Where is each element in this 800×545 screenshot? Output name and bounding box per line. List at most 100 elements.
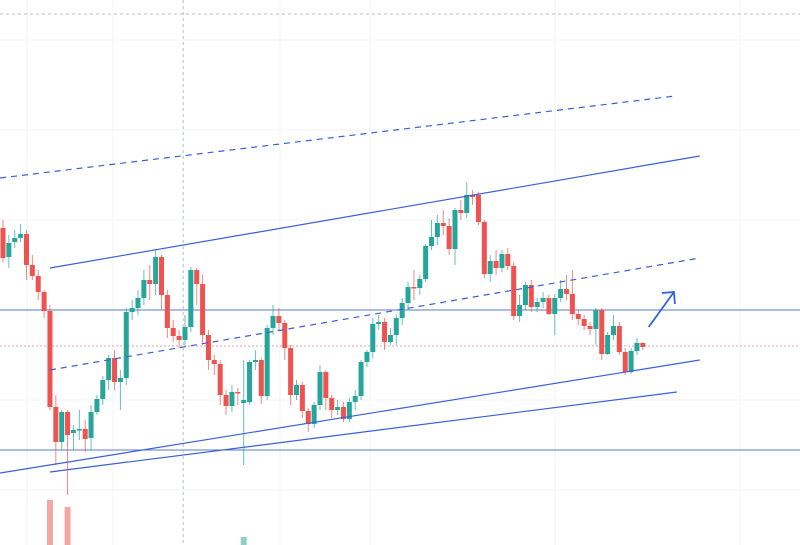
candle <box>358 360 364 400</box>
candle <box>569 270 575 320</box>
candle <box>164 290 170 338</box>
candle-body <box>358 362 364 396</box>
candle-body <box>464 195 470 213</box>
candle <box>329 395 335 418</box>
candle <box>276 308 282 330</box>
candle <box>340 402 346 422</box>
candle <box>106 355 112 390</box>
candle <box>387 328 393 345</box>
candle <box>417 275 423 295</box>
candle-body <box>499 254 505 268</box>
candle-body <box>382 322 388 342</box>
candle-body <box>247 362 253 402</box>
candle-body <box>429 237 435 246</box>
candle-body <box>446 226 452 249</box>
candle-body <box>634 343 640 351</box>
candle <box>605 332 611 355</box>
candle <box>53 395 59 465</box>
candle <box>18 224 24 242</box>
candle-body <box>387 335 393 342</box>
candle <box>182 315 188 345</box>
candle <box>65 410 71 495</box>
candle <box>423 244 429 282</box>
candle <box>117 370 123 410</box>
candle <box>528 280 534 312</box>
candle-body <box>540 298 546 302</box>
candle <box>558 280 564 302</box>
candle-body <box>59 412 65 442</box>
candle <box>282 320 288 360</box>
candle-body <box>393 318 399 335</box>
candle-body <box>76 429 82 431</box>
candle-body <box>29 265 35 276</box>
candle-body <box>235 392 241 394</box>
candle <box>217 360 223 405</box>
candle-body <box>352 396 358 402</box>
candle <box>640 342 646 350</box>
candle <box>634 338 640 355</box>
candle-body <box>252 360 258 362</box>
candle-body <box>311 405 317 424</box>
candle <box>35 270 41 300</box>
candle-body <box>517 305 523 316</box>
candle-body <box>241 400 247 403</box>
candle-body <box>622 352 628 372</box>
candle-body <box>493 261 499 268</box>
candle <box>475 192 481 225</box>
candle-body <box>182 327 188 340</box>
candle-body <box>323 372 329 398</box>
candle-body <box>364 352 370 362</box>
candle <box>147 265 153 300</box>
candle <box>364 350 370 367</box>
candle <box>599 308 605 360</box>
candle <box>587 322 593 335</box>
candle-body <box>558 289 564 298</box>
candle-body <box>176 336 182 340</box>
candle-body <box>423 246 429 279</box>
candle-body <box>528 285 534 307</box>
candle <box>628 348 634 374</box>
candle-body <box>405 287 411 303</box>
trendline <box>0 359 700 474</box>
candle-body <box>188 270 194 327</box>
candle <box>205 330 211 370</box>
candle-body <box>100 380 106 399</box>
candle <box>440 210 446 235</box>
candle <box>264 325 270 400</box>
candle-body <box>270 316 276 328</box>
candle-body <box>470 195 476 197</box>
candle <box>317 365 323 410</box>
candle-body <box>65 412 71 435</box>
volume-bars <box>46 500 247 545</box>
candle-body <box>129 308 135 312</box>
trendline <box>49 155 700 269</box>
candle <box>335 400 341 415</box>
candle-body <box>305 411 311 424</box>
candle-body <box>0 228 6 258</box>
candle <box>299 382 305 418</box>
trendline <box>0 95 676 179</box>
trendline-drawings[interactable] <box>0 95 700 474</box>
candle-body <box>123 312 129 378</box>
candle <box>288 345 294 405</box>
candle-body <box>370 324 376 352</box>
candle <box>610 315 616 340</box>
candle <box>593 308 599 345</box>
candle-body <box>610 326 616 335</box>
candle-body <box>593 310 599 329</box>
candle <box>446 218 452 255</box>
candle-body <box>475 195 481 222</box>
candle-body <box>12 238 18 242</box>
candle-body <box>141 280 147 298</box>
candle <box>294 380 299 400</box>
candle-body <box>23 234 29 265</box>
candle <box>170 320 176 342</box>
candle <box>616 322 622 355</box>
trendline <box>49 391 677 473</box>
candle <box>94 395 100 415</box>
candle-body <box>487 261 493 274</box>
candle-body <box>605 335 611 354</box>
candle <box>399 298 405 325</box>
candle <box>493 250 499 275</box>
